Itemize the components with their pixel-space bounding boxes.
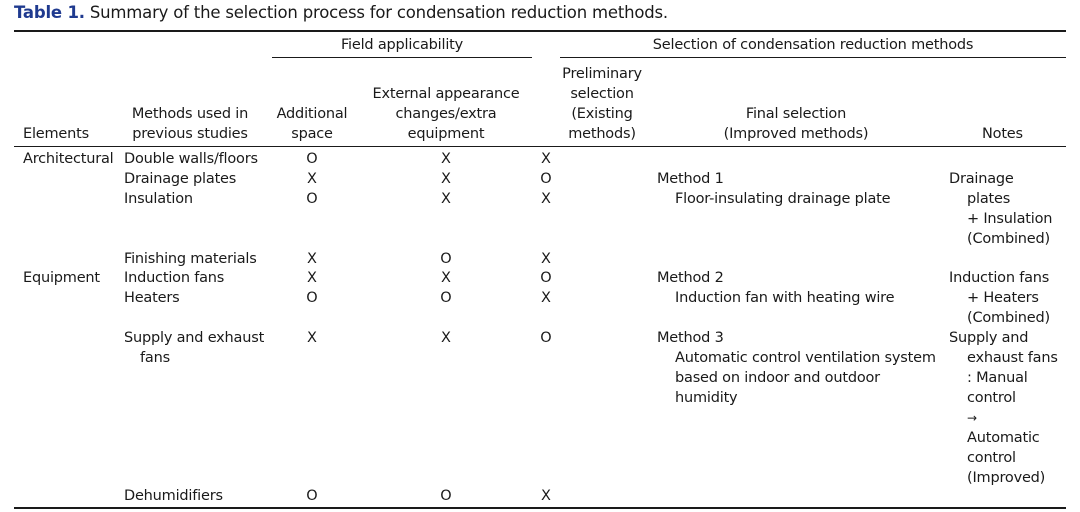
final-method-title: Method 3 xyxy=(657,330,724,346)
preliminary-mark: X xyxy=(541,251,551,267)
space-mark: O xyxy=(306,488,318,504)
appearance-mark: O xyxy=(440,488,452,504)
bottom-rule xyxy=(14,507,1066,509)
table-caption: Table 1. Summary of the selection proces… xyxy=(14,3,668,22)
appearance-mark: X xyxy=(441,171,451,187)
method-cell: Dehumidifiers xyxy=(124,488,223,504)
group-header-selection: Selection of condensation reduction meth… xyxy=(652,37,974,53)
note-line: plates xyxy=(967,191,1011,207)
field-group-rule xyxy=(272,57,532,58)
element-architectural: Architectural xyxy=(23,151,114,167)
top-rule xyxy=(14,30,1066,32)
method-cell: Heaters xyxy=(124,290,180,306)
preliminary-mark: X xyxy=(541,151,551,167)
preliminary-mark: X xyxy=(541,488,551,504)
note-line: (Combined) xyxy=(967,231,1050,247)
appearance-mark: X xyxy=(441,151,451,167)
col-header-appearance-line: equipment xyxy=(407,126,485,142)
group-header-field-applicability: Field applicability xyxy=(340,37,464,53)
note-line: (Improved) xyxy=(967,470,1046,486)
col-header-methods-line: Methods used in xyxy=(131,106,249,122)
note-line: Induction fans xyxy=(949,270,1050,286)
space-mark: O xyxy=(306,290,318,306)
method-cell-continued: fans xyxy=(140,350,170,366)
method-cell: Drainage plates xyxy=(124,171,237,187)
final-method-title: Method 2 xyxy=(657,270,724,286)
element-equipment: Equipment xyxy=(23,270,100,286)
final-method-desc: Automatic control ventilation system xyxy=(675,350,936,366)
caption-text: Summary of the selection process for con… xyxy=(89,3,668,22)
preliminary-mark: O xyxy=(540,330,552,346)
col-header-final-line: (Improved methods) xyxy=(723,126,869,142)
caption-label: Table 1. xyxy=(14,3,85,22)
note-line: (Combined) xyxy=(967,310,1050,326)
final-method-desc: humidity xyxy=(675,390,738,406)
space-mark: X xyxy=(307,251,317,267)
col-header-preliminary-line: methods) xyxy=(568,126,636,142)
space-mark: O xyxy=(306,191,318,207)
selection-group-rule xyxy=(560,57,1066,58)
space-mark: X xyxy=(307,171,317,187)
final-method-desc: Floor-insulating drainage plate xyxy=(675,191,891,207)
final-method-title: Method 1 xyxy=(657,171,724,187)
col-header-final-line: Final selection xyxy=(745,106,847,122)
col-header-preliminary-line: selection xyxy=(570,86,634,102)
col-header-space-line: space xyxy=(291,126,333,142)
col-header-preliminary-line: (Existing xyxy=(571,106,633,122)
arrow-icon: → xyxy=(967,411,977,425)
space-mark: X xyxy=(307,330,317,346)
space-mark: O xyxy=(306,151,318,167)
note-line: Automatic xyxy=(967,430,1040,446)
method-cell: Double walls/floors xyxy=(124,151,258,167)
col-header-appearance-line: External appearance xyxy=(372,86,520,102)
note-line: Supply and xyxy=(949,330,1029,346)
method-cell: Supply and exhaust xyxy=(124,330,265,346)
header-bottom-rule xyxy=(14,146,1066,147)
method-cell: Insulation xyxy=(124,191,193,207)
appearance-mark: X xyxy=(441,270,451,286)
method-cell: Finishing materials xyxy=(124,251,257,267)
col-header-notes: Notes xyxy=(982,126,1023,142)
col-header-preliminary-line: Preliminary xyxy=(562,66,642,82)
note-line: + Heaters xyxy=(967,290,1039,306)
appearance-mark: X xyxy=(441,330,451,346)
note-line: + Insulation xyxy=(967,211,1053,227)
preliminary-mark: X xyxy=(541,290,551,306)
note-line: : Manual xyxy=(967,370,1028,386)
appearance-mark: O xyxy=(440,251,452,267)
note-line: control xyxy=(967,450,1016,466)
method-cell: Induction fans xyxy=(124,270,225,286)
space-mark: X xyxy=(307,270,317,286)
note-line: exhaust fans xyxy=(967,350,1058,366)
col-header-elements: Elements xyxy=(23,126,89,142)
col-header-methods-line: previous studies xyxy=(132,126,248,142)
preliminary-mark: X xyxy=(541,191,551,207)
preliminary-mark: O xyxy=(540,270,552,286)
col-header-space-line: Additional xyxy=(276,106,348,122)
col-header-appearance-line: changes/extra xyxy=(395,106,497,122)
appearance-mark: X xyxy=(441,191,451,207)
final-method-desc: based on indoor and outdoor xyxy=(675,370,880,386)
preliminary-mark: O xyxy=(540,171,552,187)
appearance-mark: O xyxy=(440,290,452,306)
note-line: control xyxy=(967,390,1016,406)
final-method-desc: Induction fan with heating wire xyxy=(675,290,895,306)
note-line: Drainage xyxy=(949,171,1014,187)
